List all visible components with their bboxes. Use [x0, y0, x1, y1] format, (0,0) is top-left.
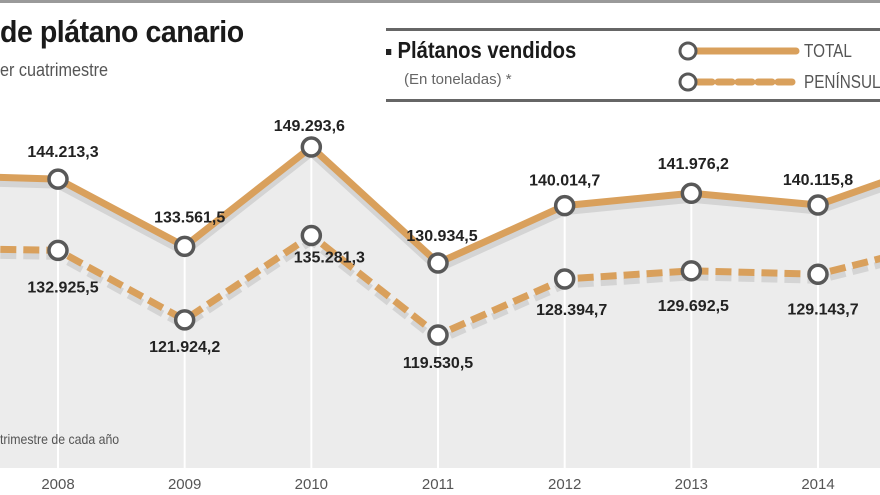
- dashed-line-icon: [678, 72, 800, 92]
- data-point: [300, 224, 323, 247]
- legend-subtitle: (En toneladas) *: [404, 71, 512, 88]
- data-point: [680, 260, 703, 282]
- data-point: [47, 239, 69, 262]
- data-label: 135.281,3: [294, 250, 365, 267]
- footnote: trimestre de cada año: [0, 431, 120, 447]
- legend-label-peninsula: PENÍNSULA: [804, 72, 880, 92]
- data-label: 133.561,5: [154, 209, 225, 226]
- data-label: 119.530,5: [403, 355, 473, 372]
- top-rule: [0, 0, 880, 3]
- x-tick-label: 2012: [548, 476, 581, 493]
- data-label: 144.213,3: [27, 144, 98, 161]
- legend-title: Plátanos vendidos: [386, 37, 576, 64]
- chart-title: de plátano canario: [0, 14, 244, 49]
- data-label: 129.143,7: [787, 301, 858, 318]
- data-point: [553, 194, 576, 217]
- data-point: [173, 309, 196, 331]
- data-point: [173, 235, 196, 258]
- solid-line-icon: [678, 41, 800, 61]
- data-label: 129.692,5: [658, 298, 729, 315]
- data-label: 130.934,5: [406, 228, 477, 245]
- x-tick-label: 2011: [422, 476, 454, 493]
- data-label: 140.115,8: [783, 172, 853, 189]
- data-label: 140.014,7: [529, 173, 600, 190]
- data-label: 141.976,2: [658, 156, 729, 173]
- legend: Plátanos vendidos (En toneladas) * TOTAL…: [386, 28, 880, 102]
- data-point: [807, 263, 829, 286]
- data-point: [427, 324, 449, 346]
- data-label: 128.394,7: [536, 302, 607, 319]
- x-tick-label: 2008: [41, 476, 74, 493]
- data-point: [553, 268, 576, 290]
- x-tick-label: 2010: [295, 476, 328, 493]
- chart-subtitle: er cuatrimestre: [0, 60, 109, 80]
- data-point: [680, 182, 703, 204]
- data-label: 121.924,2: [149, 339, 220, 356]
- data-point: [300, 136, 323, 158]
- data-label: 149.293,6: [274, 118, 345, 135]
- x-tick-label: 2014: [801, 476, 834, 493]
- data-point: [47, 168, 69, 190]
- x-tick-label: 2009: [168, 476, 201, 493]
- x-tick-label: 2013: [675, 476, 708, 493]
- data-point: [427, 252, 449, 274]
- data-point: [807, 194, 829, 216]
- data-label: 132.925,5: [27, 279, 98, 296]
- legend-label-total: TOTAL: [804, 41, 852, 61]
